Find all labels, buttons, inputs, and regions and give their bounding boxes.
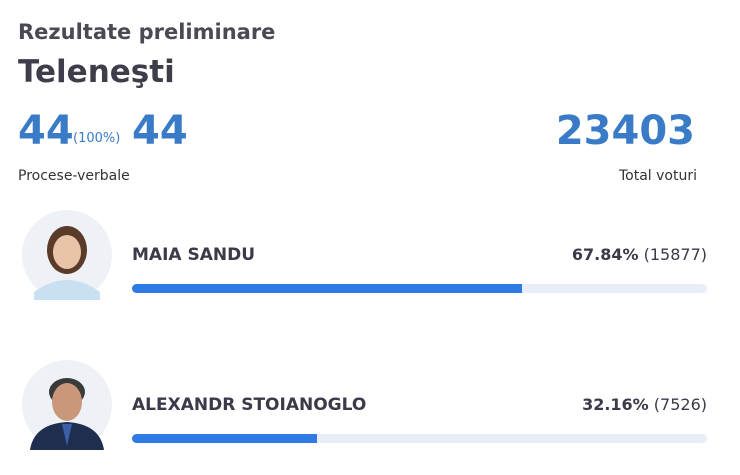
candidate-votes: (15877) [643, 245, 707, 264]
candidate-votes: (7526) [653, 395, 707, 414]
title: Rezultate preliminare [18, 20, 276, 44]
processed-share: (100%) [73, 131, 121, 146]
bar-track [132, 284, 707, 293]
reports-label: Procese-verbale [18, 168, 130, 184]
candidate-photo [22, 360, 112, 450]
bar [132, 434, 317, 443]
bar [132, 284, 523, 293]
candidate-result: 32.16% (7526) [582, 395, 707, 414]
candidate-result: 67.84% (15877) [572, 245, 707, 264]
candidate-photo [22, 210, 112, 300]
bar-track [132, 434, 707, 443]
processed: 44 [18, 108, 74, 154]
region: Teleneşti [18, 54, 175, 90]
candidate-percent: 32.16% [582, 395, 649, 414]
candidate-name: ALEXANDR STOIANOGLO [132, 395, 367, 415]
candidate-percent: 67.84% [571, 245, 639, 264]
total-votes: 23403 [555, 108, 695, 154]
total-reports: 44 [132, 108, 188, 154]
candidate-name: MAIA SANDU [132, 245, 256, 265]
votes-label: Total voturi [618, 168, 697, 184]
